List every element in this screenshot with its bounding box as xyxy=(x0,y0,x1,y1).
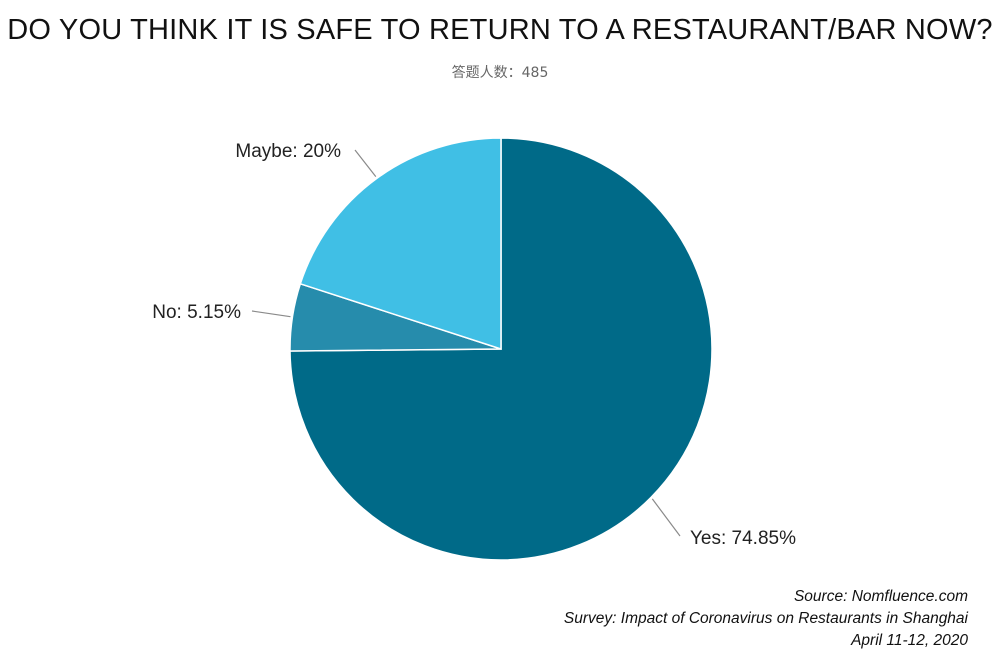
survey-line: Survey: Impact of Coronavirus on Restaur… xyxy=(563,610,968,627)
leader-line-maybe xyxy=(354,149,377,178)
date-line: April 11-12, 2020 xyxy=(851,632,968,649)
pie-slice-maybe xyxy=(299,137,502,351)
slice-label-yes: Yes: 74.85% xyxy=(690,528,796,549)
slice-label-maybe: Maybe: 20% xyxy=(235,141,341,162)
leader-line-yes xyxy=(651,498,681,537)
chart-subtitle: 答题人数：485 xyxy=(451,65,549,81)
chart-title: DO YOU THINK IT IS SAFE TO RETURN TO A R… xyxy=(7,14,993,46)
leader-line-no xyxy=(251,310,291,318)
source-line: Source: Nomfluence.com xyxy=(793,588,968,605)
source-note: Source: Nomfluence.com Survey: Impact of… xyxy=(564,586,968,652)
slice-label-no: No: 5.15% xyxy=(152,302,241,323)
pie-slice-yes xyxy=(289,137,713,561)
